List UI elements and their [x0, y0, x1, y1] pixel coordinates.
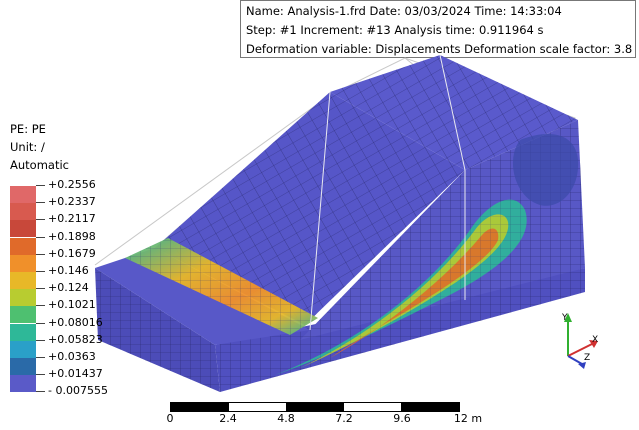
legend-label: +0.2337 [48, 195, 96, 209]
legend-label: +0.2117 [48, 212, 96, 226]
legend-tick [36, 339, 45, 341]
legend-label: +0.05823 [48, 332, 103, 346]
scale-label: 0 [166, 412, 174, 425]
legend-label: +0.01437 [48, 367, 103, 381]
legend-swatch [10, 375, 36, 393]
info-line-deformation: Deformation variable: Displacements Defo… [246, 42, 633, 56]
legend-tick [36, 271, 45, 272]
legend-swatch [10, 306, 36, 324]
scale-label: 7.2 [335, 412, 353, 425]
legend-tick [36, 374, 45, 376]
legend-swatch [10, 358, 36, 375]
legend-tick [36, 322, 45, 324]
legend-mode: Automatic [10, 158, 69, 172]
legend-entry: +0.2556 [10, 178, 210, 203]
legend-swatch [10, 186, 36, 203]
legend-swatch [10, 289, 36, 307]
legend-entry: - 0.007555 [10, 375, 210, 401]
orientation-triad[interactable]: Y X Z [548, 308, 608, 373]
legend-unit: Unit: / [10, 140, 45, 154]
legend-entry: +0.08016 [10, 315, 210, 341]
legend-entry: +0.0363 [10, 350, 210, 375]
legend-entry: +0.124 [10, 281, 210, 307]
legend-swatch [10, 272, 36, 289]
axis-label-x: X [592, 335, 598, 345]
info-line-step: Step: #1 Increment: #13 Analysis time: 0… [246, 23, 544, 37]
legend-swatch [10, 323, 36, 341]
legend-tick [36, 288, 45, 290]
mesh-bench-top [95, 248, 310, 345]
legend-label: +0.1679 [48, 246, 96, 260]
scale-label: 9.6 [393, 412, 411, 425]
legend-tick [36, 253, 45, 255]
legend-label: +0.146 [48, 264, 89, 277]
legend-tick [36, 185, 45, 186]
legend-swatch [10, 203, 36, 221]
legend-title: PE: PE [10, 122, 46, 136]
legend-entry: +0.2337 [10, 195, 210, 221]
legend-label: +0.08016 [48, 315, 103, 329]
legend-entry: +0.01437 [10, 367, 210, 393]
info-line-name: Name: Analysis-1.frd Date: 03/03/2024 Ti… [246, 4, 562, 18]
legend-entry: +0.146 [10, 264, 210, 289]
legend-entry: +0.2117 [10, 212, 210, 238]
legend-label: +0.1021 [48, 298, 96, 312]
legend-label: +0.124 [48, 281, 89, 295]
axis-label-y: Y [561, 313, 568, 323]
legend-entry: +0.1021 [10, 298, 210, 324]
axis-label-z: Z [584, 353, 590, 363]
legend-tick [36, 236, 45, 238]
legend-tick [36, 202, 45, 204]
legend-label: +0.0363 [48, 350, 96, 363]
legend-entry: +0.05823 [10, 332, 210, 358]
legend-label: - 0.007555 [48, 384, 108, 398]
legend-label: +0.1898 [48, 229, 96, 243]
scale-label: 4.8 [277, 412, 295, 425]
legend-swatch [10, 220, 36, 238]
legend-swatch [10, 237, 36, 255]
legend-tick [36, 391, 45, 393]
legend-tick [36, 219, 45, 221]
scale-label: 12 m [453, 412, 483, 425]
legend-entry: +0.1679 [10, 246, 210, 272]
legend-header: PE: PE Unit: / Automatic [10, 120, 69, 174]
scale-bar [170, 402, 460, 412]
legend-tick [36, 305, 45, 307]
legend-entry: +0.1898 [10, 229, 210, 255]
info-panel: Name: Analysis-1.frd Date: 03/03/2024 Ti… [240, 0, 636, 58]
legend-swatch [10, 340, 36, 358]
legend-tick [36, 357, 45, 358]
legend-label: +0.2556 [48, 178, 96, 191]
legend-swatch [10, 254, 36, 272]
scale-label: 2.4 [219, 412, 237, 425]
